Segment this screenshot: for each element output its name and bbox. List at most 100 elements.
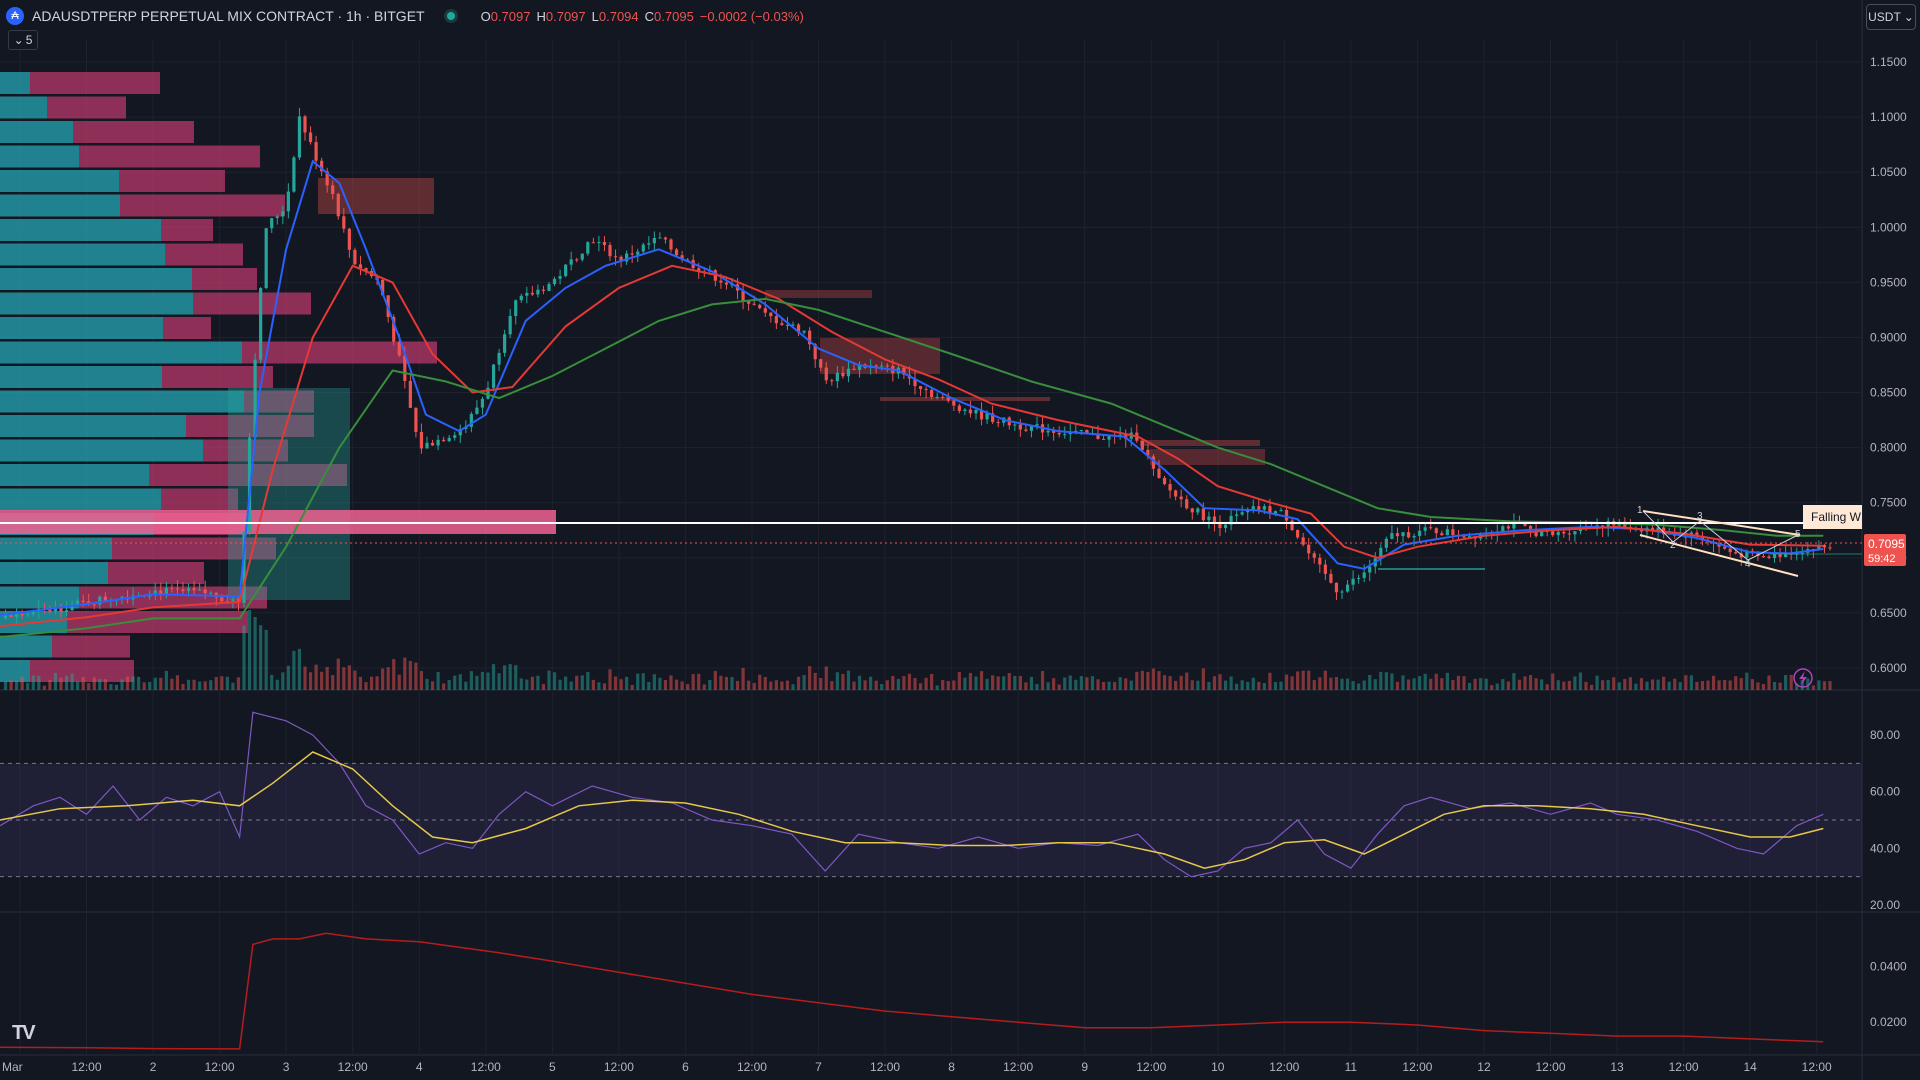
price-axis-label: 0.9500 xyxy=(1870,275,1907,289)
candle-body xyxy=(419,431,424,449)
volume-bar xyxy=(231,682,235,690)
volume-bar xyxy=(1650,679,1655,690)
candle-body xyxy=(1822,545,1827,548)
supply-zones xyxy=(0,178,1265,600)
candle-body xyxy=(503,334,507,353)
volume-profile xyxy=(0,72,437,682)
candle-body xyxy=(1318,557,1322,565)
candle-body xyxy=(342,216,346,229)
volume-bar xyxy=(835,672,839,690)
profile-bar-sell xyxy=(242,341,437,364)
tradingview-logo-icon[interactable]: TV xyxy=(12,1022,36,1044)
volume-bar xyxy=(1601,680,1605,690)
volume-bar xyxy=(891,676,895,690)
volume-bar xyxy=(1734,676,1738,690)
rsi-axis-label: 80.00 xyxy=(1870,728,1900,742)
candle-body xyxy=(719,280,723,283)
lightning-icon[interactable] xyxy=(1793,668,1813,688)
symbol-title[interactable]: ADAUSDTPERP PERPETUAL MIX CONTRACT · 1h … xyxy=(32,8,425,24)
candle-body xyxy=(669,239,673,250)
candle-body xyxy=(1118,434,1122,436)
volume-bar xyxy=(1673,678,1677,690)
candle-body xyxy=(625,253,629,262)
volume-bar xyxy=(702,684,706,690)
candle-body xyxy=(292,157,296,192)
volume-bar xyxy=(98,679,102,690)
volume-bar xyxy=(857,675,862,690)
volume-bar xyxy=(1795,683,1799,690)
volume-bar xyxy=(1617,682,1621,690)
volume-bar xyxy=(1784,675,1788,690)
volume-bar xyxy=(808,666,812,690)
price-axis-label: 0.7500 xyxy=(1870,496,1907,510)
candle-body xyxy=(1412,535,1416,538)
volume-bar xyxy=(1268,672,1272,690)
time-axis-label: 11 xyxy=(1345,1060,1358,1074)
time-axis-label: 12:00 xyxy=(471,1060,501,1074)
volume-bar xyxy=(1329,677,1333,690)
price-axis-label: 0.9000 xyxy=(1870,330,1907,344)
volume-bar xyxy=(103,679,107,690)
candle-body xyxy=(414,407,418,432)
candle-body xyxy=(1151,456,1156,469)
candle-body xyxy=(26,614,30,616)
candle-body xyxy=(1074,430,1078,433)
candle-body xyxy=(613,256,618,258)
volume-bar xyxy=(1279,681,1283,690)
volume-bars xyxy=(3,610,1832,690)
candle-body xyxy=(885,365,889,367)
volume-bar xyxy=(846,670,851,690)
candle-body xyxy=(564,264,568,277)
time-axis-label: 5 xyxy=(549,1060,556,1074)
volume-bar xyxy=(613,676,618,690)
ema_fast-line xyxy=(0,159,1824,617)
ema_slow-line xyxy=(0,297,1824,639)
candle-body xyxy=(1445,529,1449,536)
candle-body xyxy=(1778,553,1782,558)
candle-body xyxy=(286,191,290,212)
candle-body xyxy=(586,242,590,254)
candle-body xyxy=(1606,520,1610,529)
volume-bar xyxy=(641,673,645,690)
candle-body xyxy=(946,397,950,401)
candle-body xyxy=(1406,532,1411,538)
volume-bar xyxy=(636,673,640,690)
wave-label-1: 1 xyxy=(1637,505,1643,516)
indicators-collapse-button[interactable]: ⌄ 5 xyxy=(8,30,38,50)
volume-bar xyxy=(1318,677,1322,690)
countdown-label: 59:42 xyxy=(1868,553,1896,565)
candle-body xyxy=(1063,434,1067,436)
pattern-label-box[interactable]: Falling W xyxy=(1803,505,1862,529)
candle-body xyxy=(1756,552,1760,557)
volume-bar xyxy=(1223,680,1228,690)
currency-selector[interactable]: USDT ⌄ xyxy=(1866,4,1916,30)
volume-bar xyxy=(741,667,745,690)
candle-body xyxy=(780,323,784,325)
volume-bar xyxy=(813,672,817,690)
volume-bar xyxy=(902,676,906,690)
candle-body xyxy=(1140,440,1144,450)
volume-bar xyxy=(1179,675,1183,690)
volume-bar xyxy=(1273,682,1278,690)
volume-bar xyxy=(1800,679,1804,690)
volume-bar xyxy=(508,664,512,690)
ema_mid-line xyxy=(0,264,1824,628)
candle-body xyxy=(1567,533,1571,535)
volume-bar xyxy=(31,675,35,690)
volume-bar xyxy=(602,683,607,690)
volume-bar xyxy=(26,682,30,690)
candle-body xyxy=(153,590,157,596)
candle-body xyxy=(15,614,19,617)
volume-bar xyxy=(1024,682,1028,690)
time-axis-label: 12:00 xyxy=(1535,1060,1565,1074)
volume-bar xyxy=(242,625,246,690)
volume-bar xyxy=(1772,681,1777,690)
candle-body xyxy=(1296,530,1300,538)
candle-body xyxy=(741,290,745,301)
symbol-logo-icon[interactable]: ₳ xyxy=(6,7,24,25)
volume-bar xyxy=(963,677,967,690)
volume-bar xyxy=(1379,671,1383,690)
volume-bar xyxy=(1684,675,1688,690)
volume-bar xyxy=(763,676,767,690)
